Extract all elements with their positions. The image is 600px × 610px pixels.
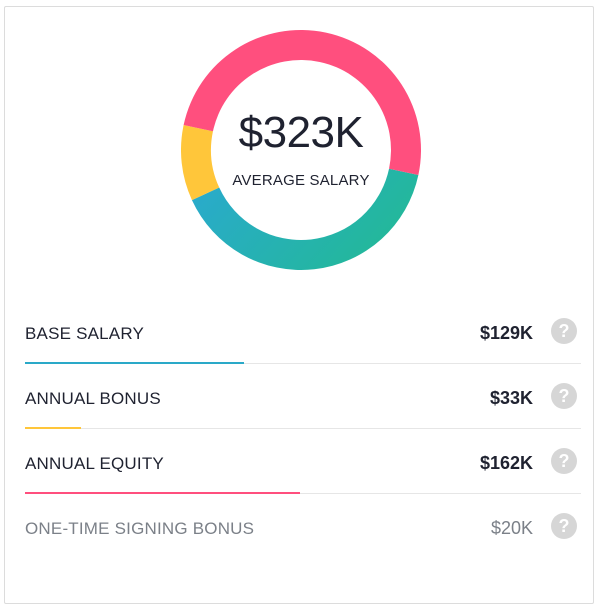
row-base-salary: BASE SALARY $129K ? (25, 299, 581, 364)
donut-slice-base-salary (191, 168, 419, 270)
question-circle-icon[interactable]: ? (551, 513, 577, 539)
donut-slice-annual-bonus (181, 125, 220, 201)
row-annual-bonus: ANNUAL BONUS $33K ? (25, 364, 581, 429)
annual-bonus-label: ANNUAL BONUS (25, 389, 161, 408)
salary-card: $323K AVERAGE SALARY BASE SALARY $129K ?… (4, 6, 594, 604)
signing-bonus-label: ONE-TIME SIGNING BONUS (25, 519, 255, 538)
question-circle-icon[interactable]: ? (551, 448, 577, 474)
donut-chart (181, 30, 421, 270)
average-salary-value: $323K (238, 108, 364, 157)
compensation-breakdown: BASE SALARY $129K ? ANNUAL BONUS $33K ? … (25, 299, 581, 558)
question-circle-icon[interactable]: ? (551, 318, 577, 344)
row-signing-bonus: ONE-TIME SIGNING BONUS $20K ? (25, 494, 581, 558)
average-salary-label: AVERAGE SALARY (232, 172, 370, 189)
base-salary-value: $129K (479, 323, 533, 343)
donut-slice-annual-equity (183, 30, 421, 175)
annual-bonus-bar (25, 427, 82, 429)
annual-bonus-value: $33K (489, 388, 533, 408)
annual-equity-bar (25, 492, 300, 494)
annual-equity-value: $162K (479, 453, 533, 473)
base-salary-bar (25, 362, 244, 364)
salary-donut: $323K AVERAGE SALARY (181, 30, 421, 270)
annual-equity-label: ANNUAL EQUITY (25, 454, 164, 473)
signing-bonus-value: $20K (490, 518, 533, 538)
row-annual-equity: ANNUAL EQUITY $162K ? (25, 429, 581, 494)
base-salary-label: BASE SALARY (25, 324, 145, 343)
question-circle-icon[interactable]: ? (551, 383, 577, 409)
